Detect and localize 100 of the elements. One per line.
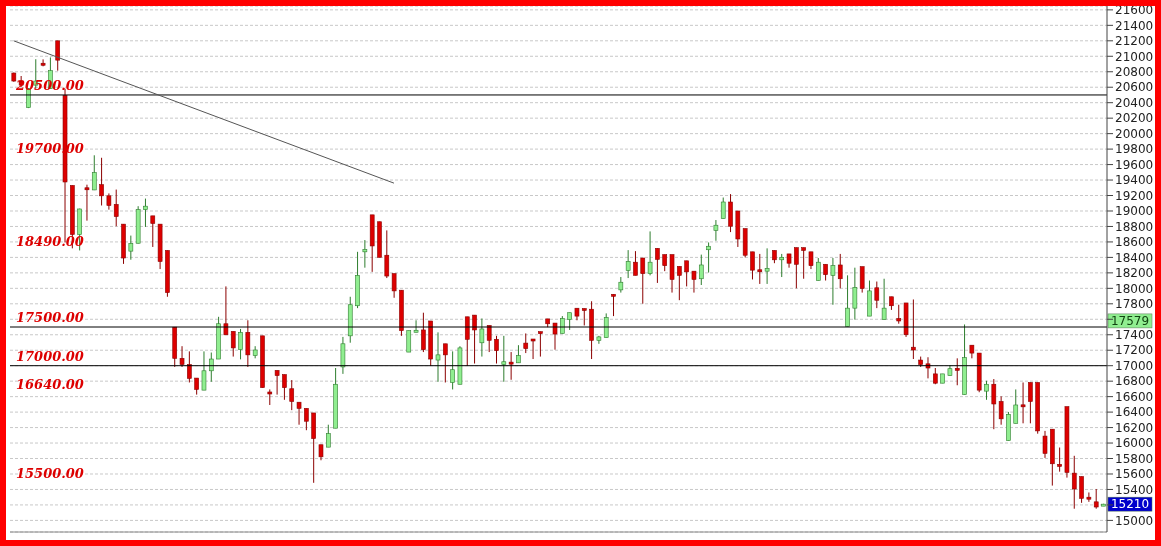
- candlestick: [406, 330, 412, 353]
- y-tick-label: 20400: [1115, 95, 1154, 110]
- candlestick: [640, 257, 646, 305]
- candlestick: [143, 198, 148, 228]
- candlestick: [523, 332, 529, 354]
- candlestick: [816, 257, 821, 282]
- candlestick: [911, 298, 916, 360]
- y-tick-label: 20800: [1115, 65, 1154, 80]
- y-tick-label: 18800: [1115, 219, 1154, 234]
- candlestick: [479, 318, 485, 358]
- candlestick: [274, 369, 280, 396]
- y-tick-label: 19800: [1115, 142, 1154, 157]
- y-tick-label: 17200: [1115, 343, 1154, 358]
- candlestick: [362, 239, 368, 269]
- candlestick: [1079, 476, 1084, 504]
- candlestick: [538, 331, 543, 358]
- candlestick: [603, 312, 609, 339]
- candlestick: [896, 304, 902, 325]
- candlestick: [179, 345, 185, 368]
- candlestick: [494, 335, 499, 365]
- annotation: 15210: [1110, 497, 1150, 512]
- candlestick: [391, 273, 397, 299]
- y-tick-label: 18000: [1115, 281, 1154, 296]
- y-tick-label: 18600: [1115, 235, 1154, 250]
- candlestick: [464, 316, 470, 367]
- y-tick-label: 20600: [1115, 80, 1154, 95]
- candlestick: [296, 401, 302, 426]
- candlestick: [55, 40, 61, 72]
- candlestick: [1028, 381, 1033, 424]
- candlestick: [238, 328, 243, 360]
- candlestick: [859, 266, 865, 294]
- y-tick-label: 16600: [1115, 389, 1154, 404]
- candlestick: [991, 378, 997, 430]
- y-tick-label: 16200: [1115, 420, 1154, 435]
- y-tick-label: 15000: [1115, 513, 1154, 528]
- candlestick: [655, 247, 660, 284]
- ref-line-label: 17000.00: [16, 348, 84, 364]
- candlestick: [647, 230, 653, 276]
- candlestick: [984, 380, 989, 401]
- candlestick: [764, 247, 770, 285]
- candlestick: [413, 319, 419, 333]
- y-tick-label: 15400: [1115, 482, 1154, 497]
- candlestick: [384, 229, 390, 279]
- candlestick: [282, 374, 287, 401]
- annotation: 17579: [1110, 313, 1150, 328]
- candlestick: [304, 407, 309, 431]
- candlestick: [501, 335, 507, 383]
- candlestick: [128, 235, 134, 261]
- y-tick-label: 16800: [1115, 374, 1154, 389]
- candlestick: [1020, 381, 1026, 424]
- y-tick-label: 19400: [1115, 173, 1154, 188]
- candlestick: [1042, 430, 1048, 459]
- candlestick: [830, 257, 836, 306]
- candlestick: [954, 357, 960, 386]
- candlestick: [91, 154, 97, 191]
- candlestick: [1057, 447, 1062, 473]
- candlestick: [435, 331, 441, 383]
- y-tick-label: 15800: [1115, 451, 1154, 466]
- y-tick-label: 20000: [1115, 126, 1154, 141]
- candlestick: [450, 350, 455, 390]
- y-tick-label: 21600: [1115, 3, 1154, 18]
- candlestick: [289, 379, 295, 411]
- candlestick: [340, 336, 346, 375]
- y-tick-label: 19200: [1115, 188, 1154, 203]
- candlestick: [779, 253, 785, 278]
- candlestick: [486, 324, 492, 353]
- candlestick: [1086, 491, 1092, 503]
- y-tick-label: 16000: [1115, 436, 1154, 451]
- y-tick-label: 21400: [1115, 18, 1154, 33]
- candlestick: [625, 249, 631, 279]
- y-tick-label: 17800: [1115, 297, 1154, 312]
- candlestick: [201, 350, 207, 391]
- candlestick: [801, 247, 806, 280]
- candlestick: [633, 250, 638, 276]
- candlestick: [421, 312, 426, 353]
- y-tick-label: 21000: [1115, 49, 1154, 64]
- candlestick: [508, 351, 514, 381]
- ref-line-label: 17500.00: [16, 310, 84, 326]
- candlestick: [794, 247, 799, 289]
- candlestick: [187, 350, 192, 383]
- candlestick: [852, 267, 858, 321]
- y-tick-label: 17000: [1115, 358, 1154, 373]
- y-tick-label: 21200: [1115, 34, 1154, 49]
- candlestick: [684, 260, 689, 287]
- candlestick: [208, 352, 214, 383]
- annotation: 15500.00: [16, 466, 84, 481]
- candlestick: [443, 343, 448, 383]
- candlestick: [691, 270, 697, 294]
- candlestick: [677, 265, 682, 301]
- candlestick: [706, 241, 711, 274]
- candlestick: [1013, 388, 1019, 424]
- candlestick: [713, 219, 719, 242]
- candlestick: [113, 189, 119, 227]
- y-tick-label: 18200: [1115, 266, 1154, 281]
- candlestick: [757, 253, 763, 285]
- candlestick: [1093, 488, 1099, 510]
- candlestick: [881, 278, 887, 321]
- candlestick: [150, 215, 156, 248]
- y-tick-label: 20200: [1115, 111, 1154, 126]
- candlestick: [720, 197, 726, 220]
